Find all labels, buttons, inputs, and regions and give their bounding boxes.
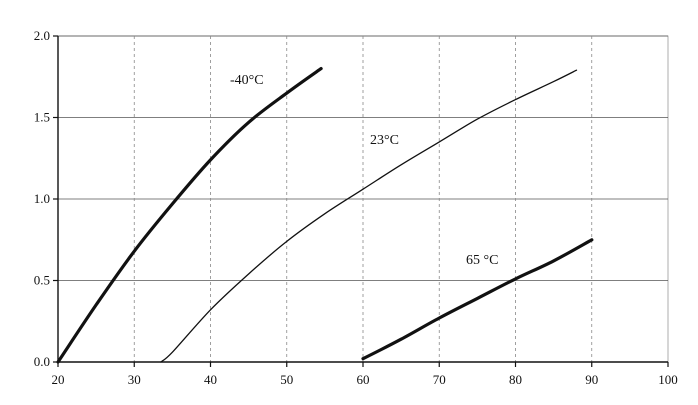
x-tick-label: 40 [204, 372, 217, 387]
series-labels: -40°C 23°C 65 °C [230, 73, 498, 268]
x-tick-label: 20 [52, 372, 65, 387]
series-line-0 [56, 67, 323, 364]
series-label-65: 65 °C [466, 253, 498, 268]
x-tick-label: 50 [280, 372, 293, 387]
y-tick-label: 1.0 [34, 191, 50, 206]
y-tick-label: 1.5 [34, 110, 50, 125]
series-group [56, 67, 594, 364]
y-tick-label: 0.0 [34, 354, 50, 369]
y-tick-label: 0.5 [34, 273, 50, 288]
series-label-minus40: -40°C [230, 73, 264, 88]
y-tick-label: 2.0 [34, 28, 50, 43]
x-tick-label: 100 [658, 372, 678, 387]
y-tick-labels: 0.0 0.5 1.0 1.5 2.0 [34, 28, 50, 369]
x-tick-label: 70 [433, 372, 446, 387]
series-line-1 [160, 69, 578, 363]
series-line-2 [361, 238, 594, 361]
series-label-23: 23°C [370, 133, 399, 148]
x-tick-label: 90 [585, 372, 598, 387]
grid [58, 35, 668, 362]
x-tick-label: 30 [128, 372, 141, 387]
x-tick-label: 60 [357, 372, 370, 387]
x-tick-label: 80 [509, 372, 522, 387]
x-tick-labels: 20 30 40 50 60 70 80 90 100 [52, 372, 678, 387]
axes [53, 35, 669, 367]
